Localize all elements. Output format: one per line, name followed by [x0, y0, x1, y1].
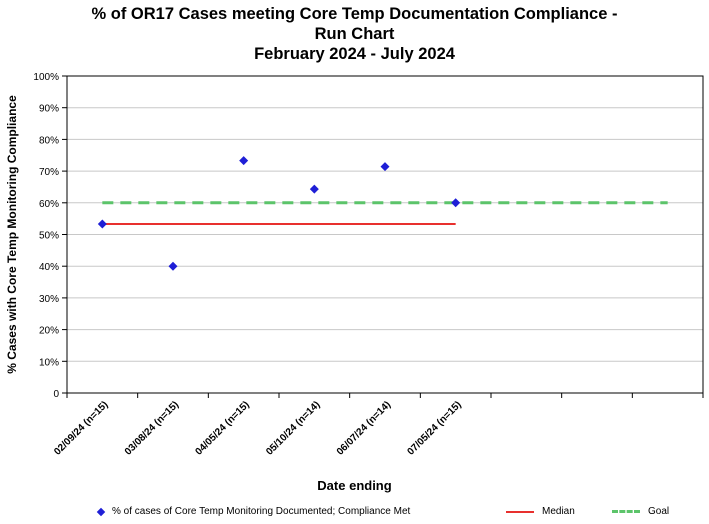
- x-tick-labels: 02/09/24 (n=15) 03/08/24 (n=15) 04/05/24 (…: [52, 393, 703, 458]
- y-tick-label: 40%: [39, 262, 59, 273]
- y-tick-label: 30%: [39, 294, 59, 305]
- y-tick-labels: 0 10% 20% 30% 40% 50% 60% 70% 80% 90% 100%: [33, 72, 67, 400]
- gridlines: [67, 108, 703, 362]
- y-tick-label: 20%: [39, 326, 59, 337]
- legend-item-goal: Goal: [612, 506, 669, 517]
- x-tick-label: 06/07/24 (n=14): [335, 399, 393, 457]
- y-tick-label: 80%: [39, 135, 59, 146]
- diamond-icon: [97, 507, 105, 515]
- x-tick-label: 05/10/24 (n=14): [264, 399, 322, 457]
- data-point: [239, 156, 248, 165]
- goal-line-icon: [612, 510, 640, 513]
- x-tick-label: 07/05/24 (n=15): [405, 399, 463, 457]
- run-chart: 0 10% 20% 30% 40% 50% 60% 70% 80% 90% 100% 02/09/2…: [0, 0, 709, 524]
- legend-item-series: % of cases of Core Temp Monitoring Docum…: [98, 506, 410, 517]
- legend-median-label: Median: [542, 506, 575, 517]
- y-tick-label: 70%: [39, 167, 59, 178]
- y-axis-label: % Cases with Core Temp Monitoring Compli…: [5, 95, 19, 374]
- x-tick-label: 03/08/24 (n=15): [123, 399, 181, 457]
- data-points: [98, 156, 460, 271]
- data-point: [381, 162, 390, 171]
- median-line-icon: [506, 511, 534, 513]
- y-tick-label: 10%: [39, 357, 59, 368]
- legend-item-median: Median: [506, 506, 575, 517]
- y-tick-label: 60%: [39, 199, 59, 210]
- data-point: [169, 262, 178, 271]
- legend-goal-label: Goal: [648, 506, 669, 517]
- y-tick-label: 90%: [39, 104, 59, 115]
- x-axis-label: Date ending: [0, 478, 709, 493]
- legend-series-label: % of cases of Core Temp Monitoring Docum…: [112, 506, 410, 517]
- data-point: [310, 185, 319, 194]
- reference-lines: [102, 203, 667, 224]
- y-tick-label: 0: [53, 389, 59, 400]
- legend: % of cases of Core Temp Monitoring Docum…: [0, 506, 709, 522]
- data-point: [98, 220, 107, 229]
- y-tick-label: 50%: [39, 231, 59, 242]
- data-point: [451, 198, 460, 207]
- x-tick-label: 02/09/24 (n=15): [52, 399, 110, 457]
- y-tick-label: 100%: [33, 72, 59, 83]
- x-tick-label: 04/05/24 (n=15): [193, 399, 251, 457]
